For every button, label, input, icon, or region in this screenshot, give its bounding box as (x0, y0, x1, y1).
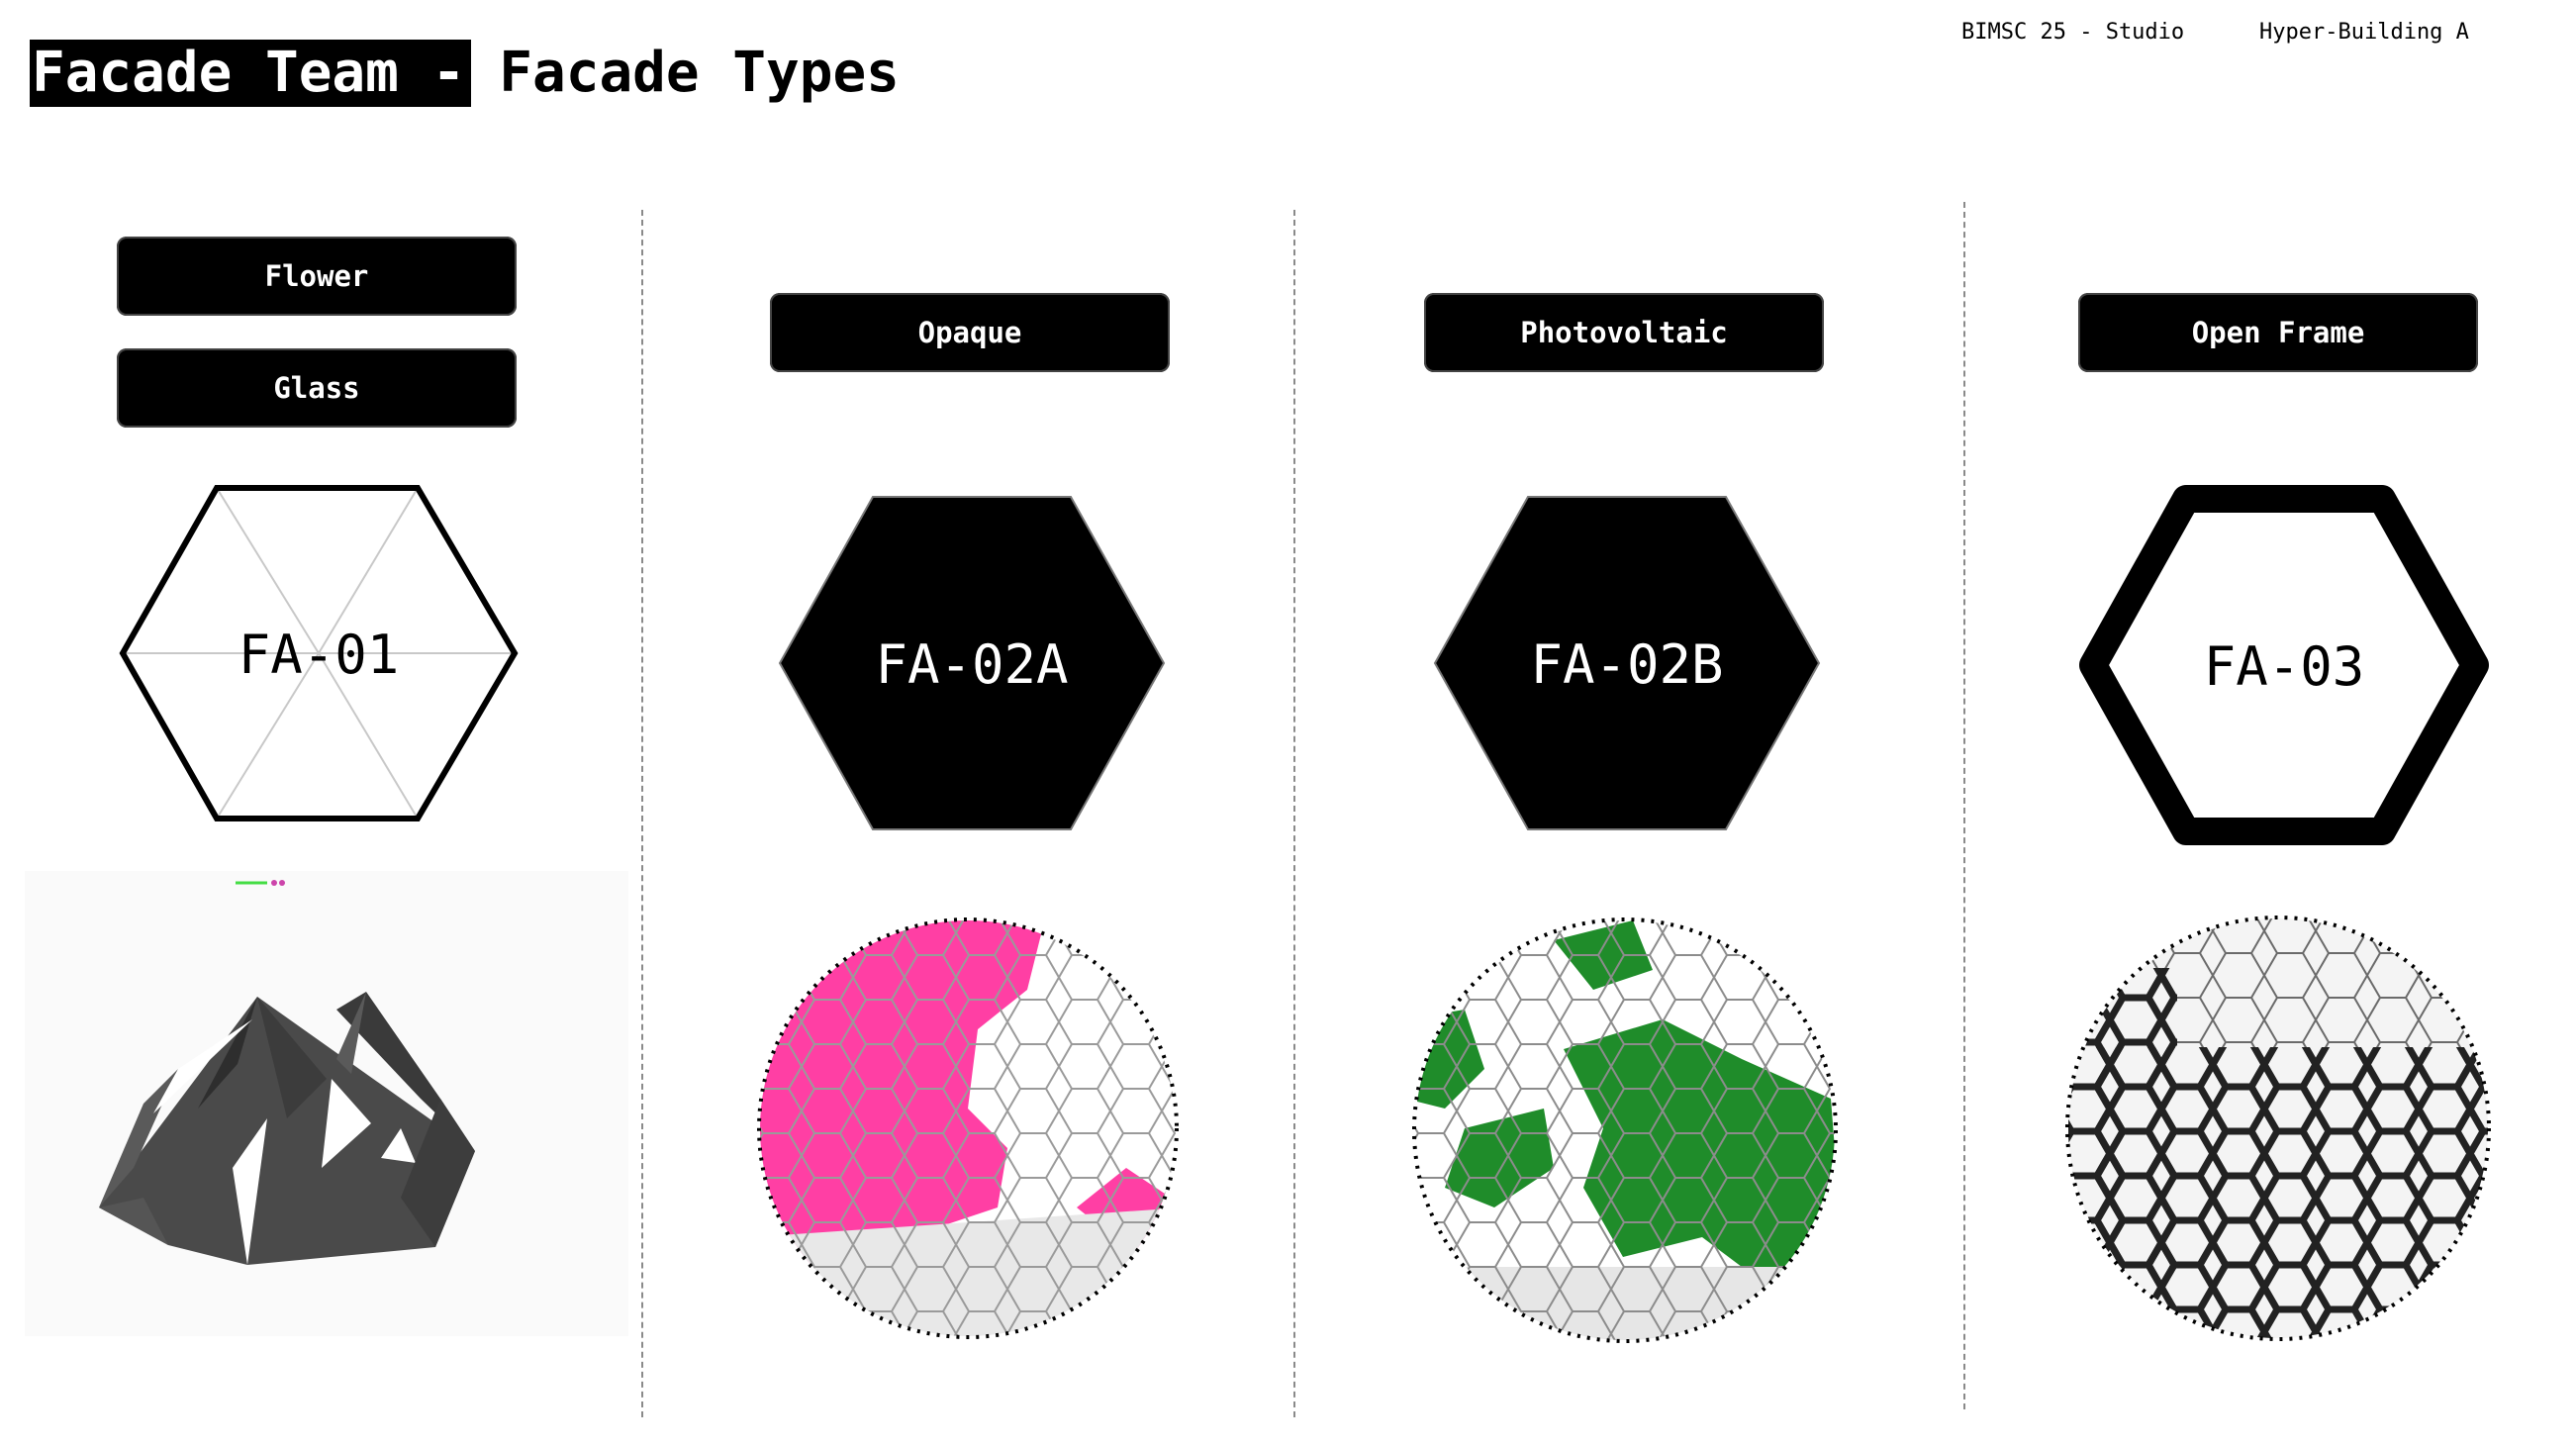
title-team: Facade Team - (30, 40, 472, 107)
tag-photovoltaic-button[interactable]: Photovoltaic (1424, 293, 1824, 372)
column-divider (1963, 202, 1965, 1409)
tag-opaque-button[interactable]: Opaque (770, 293, 1170, 372)
facade-type-fa02b-hexagon: FA-02B (1433, 496, 1821, 830)
open-frame-facade-render (2065, 916, 2491, 1341)
tag-glass-button[interactable]: Glass (117, 348, 517, 428)
code-label-fa02b: FA-02B (1530, 633, 1723, 696)
tag-open-frame-button[interactable]: Open Frame (2078, 293, 2478, 372)
header-studio: BIMSC 25 - Studio (1961, 20, 2185, 45)
code-label-fa02a: FA-02A (875, 633, 1068, 696)
photovoltaic-facade-render (1412, 917, 1838, 1343)
flower-glass-render (25, 871, 628, 1336)
page-title: Facade Team - Facade Types (30, 40, 900, 107)
code-label-fa03: FA-03 (2204, 635, 2365, 698)
facade-type-fa03-hexagon: FA-03 (2079, 485, 2489, 845)
facade-type-fa01-hexagon: FA-01 (119, 485, 519, 821)
tag-flower-button[interactable]: Flower (117, 237, 517, 316)
header-building: Hyper-Building A (2259, 20, 2469, 45)
opaque-facade-render (757, 917, 1179, 1339)
facade-type-fa02a-hexagon: FA-02A (778, 496, 1166, 830)
column-divider (1293, 210, 1295, 1417)
title-subject: Facade Types (499, 41, 900, 105)
column-divider (641, 210, 643, 1417)
code-label-fa01: FA-01 (239, 624, 400, 686)
